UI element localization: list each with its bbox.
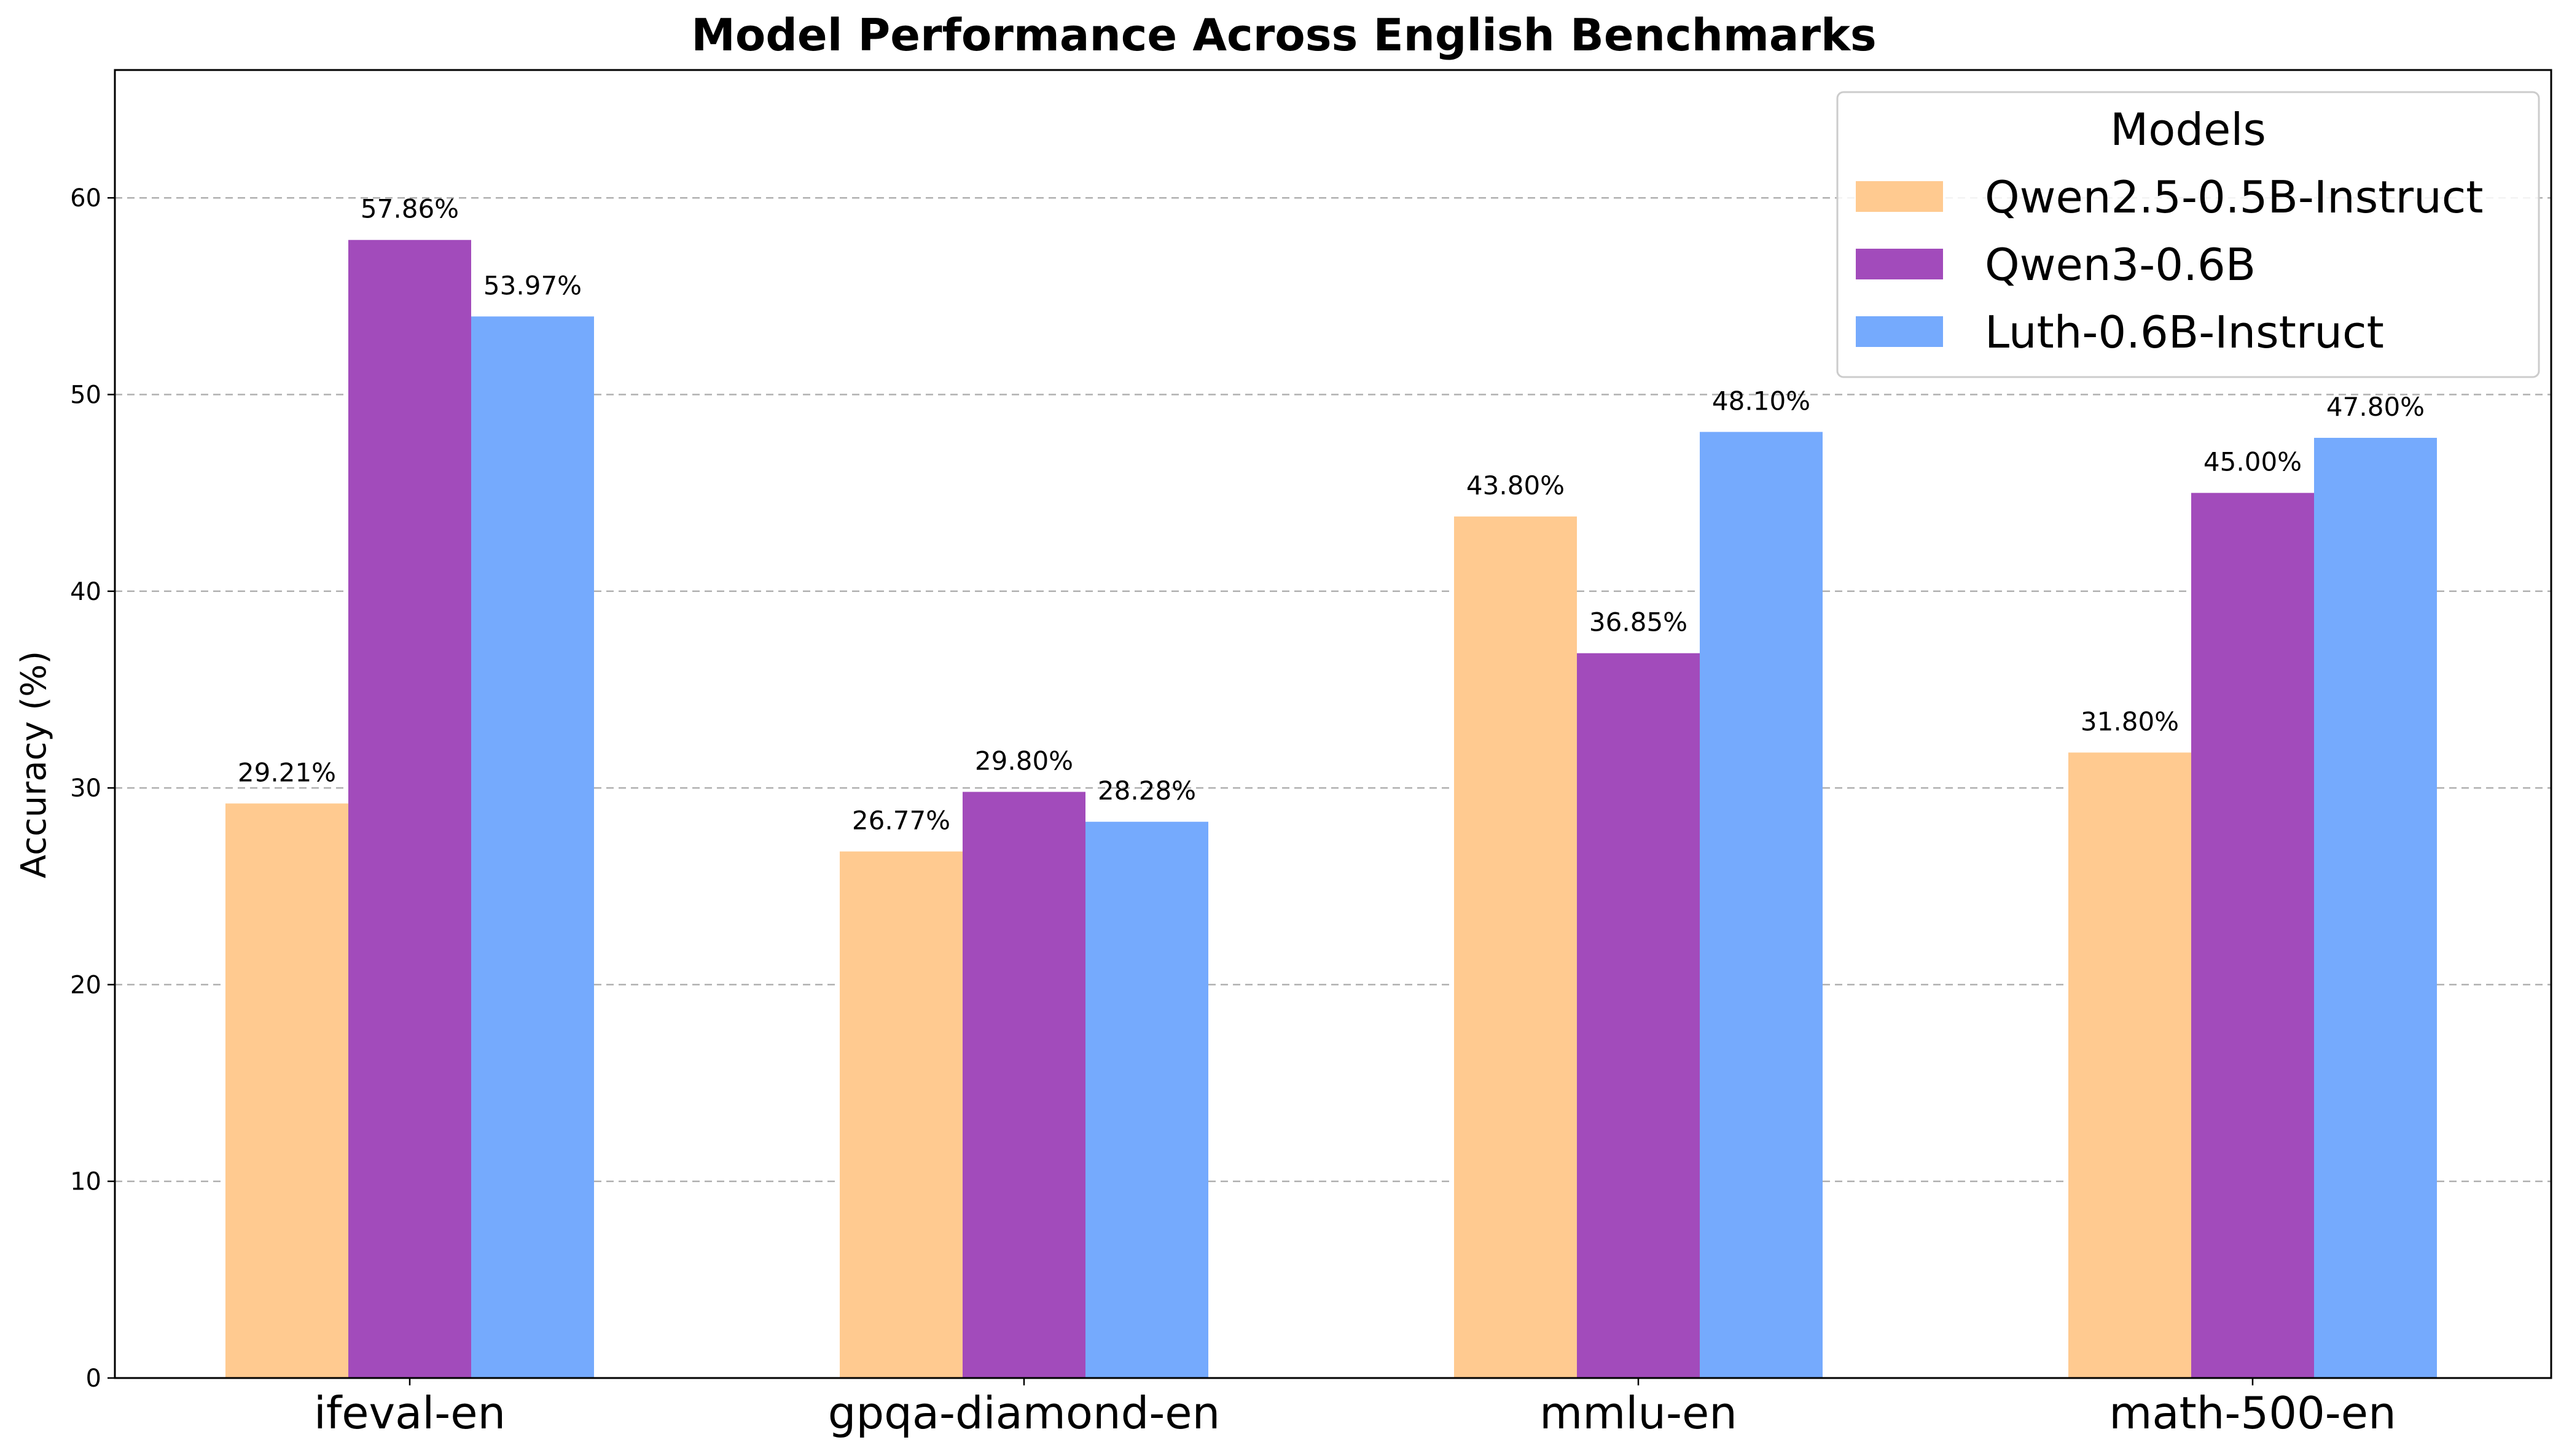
bar-gpqa-diamond-en-Luth-0.6B-Instruct — [1085, 822, 1208, 1378]
legend-swatch — [1856, 249, 1943, 279]
y-tick-label: 60 — [70, 184, 101, 212]
legend-label: Qwen3-0.6B — [1985, 239, 2256, 290]
data-label: 57.86% — [361, 194, 459, 224]
x-tick-label: ifeval-en — [314, 1387, 506, 1439]
chart-title: Model Performance Across English Benchma… — [691, 9, 1877, 61]
data-label: 43.80% — [1466, 470, 1565, 500]
legend-label: Luth-0.6B-Instruct — [1985, 306, 2384, 358]
data-label: 48.10% — [1712, 386, 1810, 416]
data-label: 31.80% — [2081, 706, 2179, 736]
bar-mmlu-en-Qwen2.5-0.5B-Instruct — [1454, 516, 1577, 1378]
legend-swatch — [1856, 316, 1943, 347]
bar-math-500-en-Qwen3-0.6B — [2191, 492, 2314, 1378]
legend-title: Models — [2110, 104, 2266, 155]
data-label: 26.77% — [852, 806, 950, 836]
data-label: 45.00% — [2203, 447, 2302, 477]
bar-gpqa-diamond-en-Qwen3-0.6B — [963, 792, 1085, 1378]
y-tick-label: 30 — [70, 774, 101, 803]
legend-label: Qwen2.5-0.5B-Instruct — [1985, 171, 2484, 223]
x-tick-label: gpqa-diamond-en — [828, 1387, 1220, 1439]
legend: Models Qwen2.5-0.5B-Instruct Qwen3-0.6B Lut… — [1836, 91, 2540, 378]
data-label: 29.21% — [238, 757, 336, 787]
bar-ifeval-en-Qwen3-0.6B — [348, 239, 471, 1378]
bar-mmlu-en-Qwen3-0.6B — [1577, 653, 1700, 1378]
y-tick-label: 40 — [70, 578, 101, 606]
y-tick-label: 20 — [70, 971, 101, 999]
plot-frame — [114, 69, 2552, 1379]
x-tick-label: mmlu-en — [1539, 1387, 1737, 1439]
y-tick-label: 10 — [70, 1168, 101, 1196]
x-tick-label: math-500-en — [2109, 1387, 2396, 1439]
bar-mmlu-en-Luth-0.6B-Instruct — [1700, 432, 1823, 1378]
bar-math-500-en-Qwen2.5-0.5B-Instruct — [2068, 752, 2191, 1378]
bar-gpqa-diamond-en-Qwen2.5-0.5B-Instruct — [840, 851, 963, 1378]
data-label: 28.28% — [1098, 776, 1196, 806]
bar-ifeval-en-Luth-0.6B-Instruct — [471, 316, 594, 1378]
data-label: 47.80% — [2326, 392, 2425, 422]
data-label: 53.97% — [483, 270, 582, 300]
bars-layer — [225, 239, 2437, 1378]
legend-swatch — [1856, 181, 1943, 212]
labels-layer: 29.21% 57.86% 53.97% 26.77% 29.80% 28.28% 43.8… — [238, 194, 2425, 836]
axes-layer: 0 10 20 30 40 50 60 ifeval-en gpqa-diamond-en mml… — [70, 184, 2396, 1439]
data-label: 29.80% — [975, 746, 1073, 776]
y-axis-label: Accuracy (%) — [14, 651, 54, 878]
bar-math-500-en-Luth-0.6B-Instruct — [2314, 437, 2437, 1378]
y-tick-label: 0 — [86, 1365, 101, 1393]
legend-box — [1836, 91, 2540, 378]
bar-ifeval-en-Qwen2.5-0.5B-Instruct — [225, 803, 348, 1378]
y-tick-label: 50 — [70, 381, 101, 409]
data-label: 36.85% — [1589, 607, 1687, 637]
